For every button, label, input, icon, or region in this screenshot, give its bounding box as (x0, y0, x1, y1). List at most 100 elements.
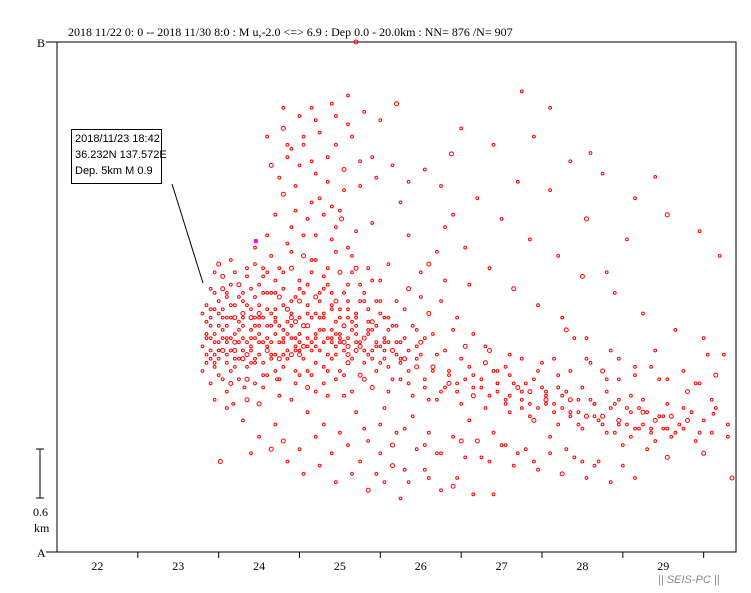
earthquake-point (467, 418, 472, 423)
earthquake-point (394, 352, 399, 357)
earthquake-point (350, 134, 354, 139)
earthquake-point (418, 295, 423, 299)
earthquake-point (536, 467, 540, 472)
earthquake-point (309, 270, 314, 275)
earthquake-point (293, 319, 298, 325)
earthquake-point (276, 356, 282, 362)
earthquake-point (519, 389, 524, 394)
earthquake-point (414, 364, 420, 370)
earthquake-point (406, 381, 411, 386)
earthquake-point (483, 406, 488, 410)
earthquake-point (556, 385, 561, 390)
earthquake-point (261, 291, 266, 295)
earthquake-point (301, 472, 306, 476)
earthquake-point (228, 282, 233, 287)
earthquake-point (321, 340, 326, 345)
earthquake-point (637, 406, 641, 410)
earthquake-point (576, 410, 581, 415)
earthquake-point (329, 307, 334, 312)
earthquake-point (616, 417, 622, 423)
earthquake-point (378, 360, 383, 365)
earthquake-point (673, 430, 678, 435)
earthquake-point (200, 344, 205, 349)
earthquake-point (576, 397, 581, 402)
earthquake-point (382, 336, 387, 341)
earthquake-point (244, 397, 250, 403)
earthquake-point (325, 179, 330, 184)
earthquake-point (390, 163, 395, 168)
earthquake-point (242, 385, 247, 390)
earthquake-point (378, 118, 383, 122)
earthquake-point (580, 426, 585, 431)
earthquake-point (334, 480, 338, 485)
earthquake-point (390, 463, 395, 469)
earthquake-point (265, 373, 270, 378)
earthquake-point (394, 340, 399, 345)
earthquake-point (338, 340, 342, 345)
earthquake-point (729, 475, 735, 481)
earthquake-point (305, 336, 310, 341)
earthquake-point (321, 212, 326, 217)
earthquake-point (321, 365, 326, 369)
earthquake-point (277, 175, 282, 180)
callout-depth-magnitude: Dep. 5km M 0.9 (75, 165, 153, 177)
earthquake-point (463, 455, 468, 460)
earthquake-point (293, 344, 298, 349)
earthquake-point (293, 336, 298, 341)
earthquake-point (402, 336, 407, 341)
earthquake-point (443, 225, 447, 230)
earthquake-point (281, 105, 286, 110)
earthquake-point (297, 373, 302, 378)
earthquake-point (346, 282, 350, 287)
earthquake-point (673, 328, 678, 332)
earthquake-point (443, 348, 447, 353)
earthquake-point (346, 443, 350, 448)
earthquake-point (313, 171, 318, 176)
earthquake-point (406, 369, 411, 373)
earthquake-point (394, 101, 399, 107)
earthquake-point (237, 295, 241, 299)
earthquake-point (386, 365, 391, 369)
earthquake-point (346, 245, 350, 250)
earthquake-point (321, 328, 326, 332)
earthquake-point (616, 356, 621, 361)
earthquake-point (422, 443, 427, 448)
earthquake-point (220, 273, 226, 279)
earthquake-point (544, 402, 548, 406)
earthquake-point (309, 315, 314, 320)
earthquake-point (325, 393, 330, 398)
earthquake-point (552, 356, 556, 361)
earthquake-point (652, 417, 658, 423)
earthquake-point (285, 332, 290, 336)
earthquake-point (220, 377, 225, 382)
earthquake-point (503, 365, 508, 369)
earthquake-point (232, 356, 237, 361)
earthquake-point (321, 381, 326, 386)
earthquake-point (341, 339, 347, 345)
earthquake-point (329, 237, 334, 242)
earthquake-point (398, 340, 403, 345)
earthquake-point (544, 389, 548, 394)
earthquake-point (519, 356, 524, 361)
earthquake-point (232, 315, 238, 321)
earthquake-point (487, 393, 492, 398)
earthquake-point (329, 291, 334, 295)
earthquake-point (305, 311, 310, 316)
earthquake-point (231, 402, 236, 406)
earthquake-point (370, 278, 375, 283)
earthquake-point (584, 336, 589, 341)
earthquake-point (394, 430, 399, 435)
earthquake-point (503, 397, 508, 402)
earthquake-point (447, 369, 451, 373)
earthquake-point (280, 191, 286, 197)
earthquake-point (297, 340, 302, 345)
earthquake-point (334, 249, 338, 254)
earthquake-point (435, 397, 439, 402)
earthquake-point (253, 360, 257, 365)
earthquake-point (305, 369, 310, 373)
earthquake-point (305, 344, 310, 349)
earthquake-point (390, 323, 395, 328)
earthquake-point (224, 315, 229, 320)
earthquake-point (386, 389, 391, 394)
earthquake-point (450, 483, 456, 489)
